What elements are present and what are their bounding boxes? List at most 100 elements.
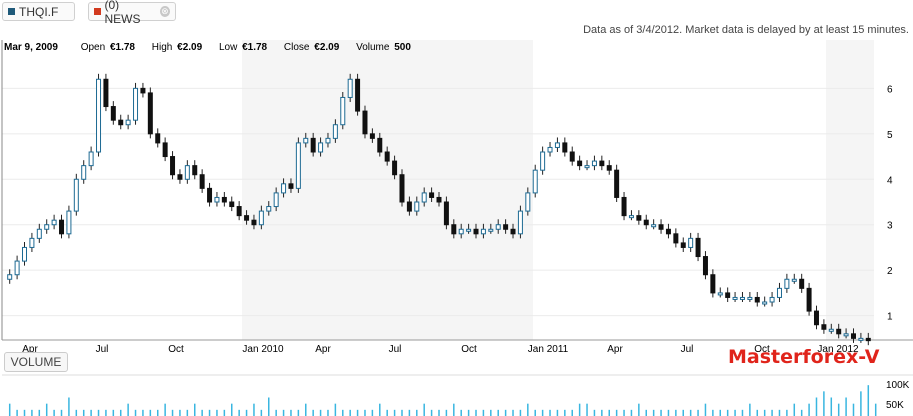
candle — [473, 228, 479, 235]
candle — [754, 296, 760, 303]
tab-news-label: (0) NEWS — [104, 0, 141, 26]
x-tick-label: Jan 2012 — [817, 344, 859, 355]
candle — [325, 137, 331, 144]
candle — [799, 278, 805, 289]
y-tick-label: 2 — [887, 266, 893, 277]
candle — [421, 192, 427, 203]
candle — [118, 119, 124, 126]
x-tick-label: Apr — [315, 344, 331, 355]
ohlc-volume: 500 — [394, 42, 411, 53]
candle — [850, 333, 856, 339]
x-tick-label: Apr — [22, 344, 38, 355]
candle — [340, 96, 346, 126]
candle — [73, 178, 79, 212]
candle — [739, 296, 745, 300]
x-tick-label: Jan 2011 — [528, 344, 569, 355]
candle — [806, 287, 812, 312]
candle — [665, 228, 671, 235]
tab-thqi[interactable]: THQI.F — [2, 2, 75, 21]
candle — [540, 151, 546, 171]
ohlc-close-label: Close — [283, 42, 310, 53]
candle — [554, 142, 560, 148]
candle — [525, 192, 531, 212]
ohlc-volume-label: Volume — [356, 42, 390, 53]
candle — [184, 165, 190, 180]
symbol-marker-icon — [8, 8, 15, 15]
close-icon[interactable]: ⊗ — [159, 6, 170, 17]
candle — [673, 233, 679, 244]
candle — [303, 137, 309, 144]
x-tick-label: Jul — [389, 344, 402, 355]
candle — [414, 201, 420, 212]
candle — [791, 278, 797, 282]
candle — [14, 260, 20, 276]
candle — [81, 165, 87, 180]
candle — [140, 87, 146, 94]
candle — [488, 228, 494, 232]
candle — [651, 224, 657, 228]
candle — [103, 78, 109, 108]
tab-bar: THQI.F (0) NEWS ⊗ — [0, 0, 913, 26]
candle — [192, 165, 198, 176]
candle — [258, 210, 264, 226]
candle — [236, 206, 242, 217]
x-tick-label: Oct — [168, 344, 184, 355]
candle — [621, 196, 627, 217]
candle — [614, 169, 620, 198]
candle — [599, 160, 605, 167]
candle — [355, 78, 361, 112]
candle — [59, 219, 65, 235]
candle — [214, 196, 220, 203]
x-tick-label: Jul — [681, 344, 694, 355]
x-tick-label: Jul — [96, 344, 109, 355]
volume-button[interactable]: VOLUME — [4, 352, 68, 372]
volume-tick-label: 50K — [886, 400, 904, 411]
candle — [584, 165, 590, 169]
candle — [495, 224, 501, 230]
candle — [273, 192, 279, 208]
y-tick-label: 1 — [887, 312, 893, 323]
candle — [244, 215, 250, 221]
candle — [569, 151, 575, 162]
candle — [347, 78, 353, 98]
candle — [429, 192, 435, 198]
candle — [443, 201, 449, 226]
candle — [88, 151, 94, 167]
candle — [732, 296, 738, 300]
candle — [784, 278, 790, 289]
candle — [125, 119, 131, 126]
ohlc-date: Mar 9, 2009 — [4, 42, 58, 53]
candle — [776, 287, 782, 298]
candle — [384, 151, 390, 162]
candle — [680, 242, 686, 248]
candle — [532, 169, 538, 194]
tab-news[interactable]: (0) NEWS ⊗ — [88, 0, 176, 26]
candle — [636, 215, 642, 221]
candle — [458, 228, 464, 235]
candle — [295, 142, 301, 189]
price-chart[interactable]: 1 2 3 4 5 6 Apr Jul Oct Jan 2010 Apr Jul Oct Jan 2011… — [0, 40, 913, 416]
candle — [22, 246, 28, 262]
year-band-2012 — [826, 40, 874, 340]
candle — [828, 328, 834, 332]
candle — [466, 228, 472, 232]
candle — [147, 92, 153, 135]
candle — [281, 183, 287, 194]
candle — [577, 160, 583, 167]
candle — [199, 174, 205, 189]
candle — [399, 174, 405, 203]
candle — [643, 219, 649, 226]
ohlc-high: €2.09 — [177, 42, 203, 53]
candle — [717, 292, 723, 296]
candle — [725, 292, 731, 298]
y-tick-label: 3 — [887, 221, 893, 232]
candle — [170, 156, 176, 176]
candle — [702, 256, 708, 276]
candle — [66, 210, 72, 235]
ohlc-readout: Mar 9, 2009 Open €1.78 High €2.09 Low €1… — [4, 42, 425, 53]
candle — [628, 215, 634, 219]
news-marker-icon — [94, 8, 101, 15]
candle — [406, 201, 412, 212]
x-tick-label: Jan 2010 — [242, 344, 284, 355]
candle — [377, 137, 383, 153]
